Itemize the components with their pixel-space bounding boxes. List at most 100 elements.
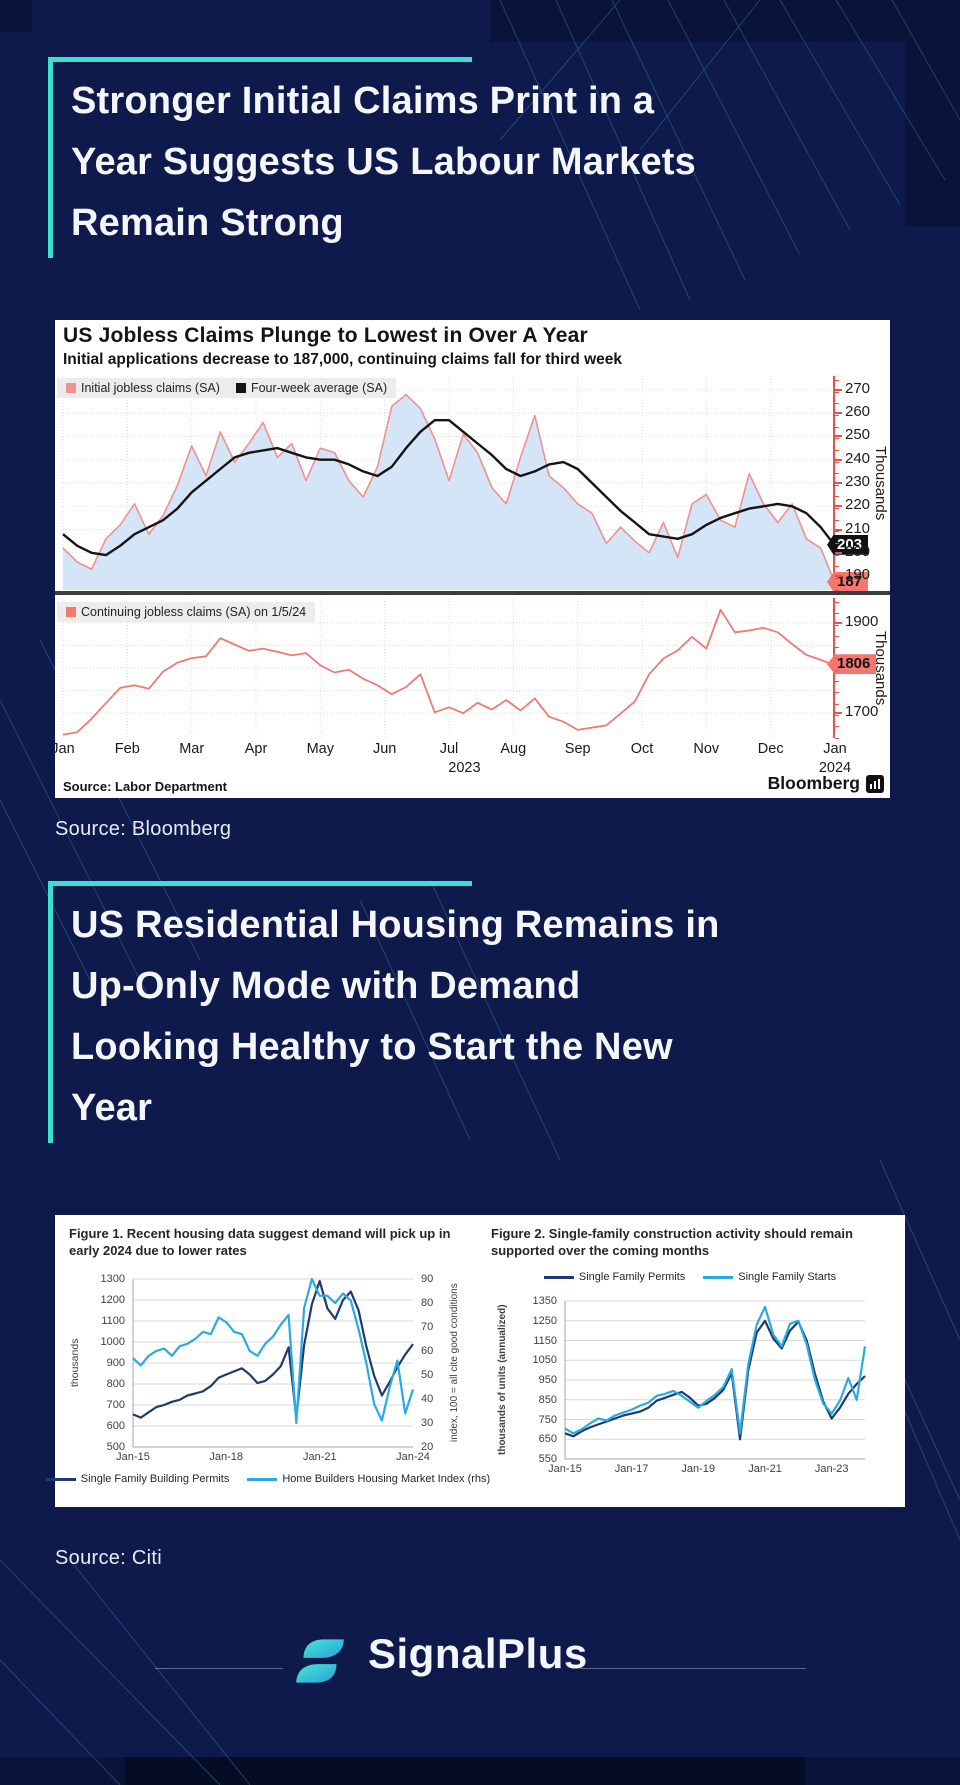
- axis-unit-label: Thousands: [872, 630, 889, 706]
- figure1-left-axis-title: thousands: [69, 1338, 81, 1388]
- axis-minor-tick: [835, 658, 839, 660]
- section2-title-line4: Year: [71, 1087, 153, 1129]
- axis-tick-label: 600: [106, 1420, 125, 1432]
- figure1-right-axis-title: index, 100 = all cite good conditions: [449, 1283, 460, 1443]
- legend-label: Single Family Permits: [578, 1271, 686, 1283]
- chart-title: US Jobless Claims Plunge to Lowest in Ov…: [63, 324, 588, 347]
- axis-tick: [835, 575, 842, 578]
- legend-swatch: [235, 383, 246, 393]
- section1-title-line2: Year Suggests US Labour Markets: [71, 141, 696, 183]
- legend-swatch: [703, 1275, 734, 1279]
- axis-tick-label: 550: [538, 1453, 557, 1465]
- accent-line: [48, 881, 472, 886]
- section1-title-line3: Remain Strong: [71, 202, 344, 244]
- legend-label: Single Family Building Permits: [80, 1473, 230, 1485]
- legend-item: Initial jobless claims (SA): [66, 381, 220, 395]
- axis-tick-label: 1100: [101, 1315, 125, 1327]
- axis-tick: [835, 551, 842, 554]
- chart-subtitle: Initial applications decrease to 187,000…: [63, 351, 623, 368]
- axis-tick: [835, 388, 842, 391]
- axis-minor-tick: [835, 737, 839, 739]
- section2-title-line2: Up-Only Mode with Demand: [71, 965, 581, 1007]
- x-axis-tick-label: Jan-23: [814, 1463, 849, 1475]
- x-axis-labels: Jan Feb Mar Apr May Jun Jul Aug Sep Oct Nov Dec Jan 2…: [51, 741, 851, 781]
- legend-item: Single Family Building Permits: [45, 1473, 230, 1485]
- axis-tick-label: 850: [538, 1393, 557, 1406]
- citi-charts-panel: Figure 1. Recent housing data suggest de…: [45, 1215, 905, 1507]
- legend-label: Initial jobless claims (SA): [81, 381, 220, 395]
- axis-tick: [835, 712, 842, 715]
- axis-tick-label: 900: [106, 1357, 125, 1369]
- axis-tick-label: 20: [421, 1441, 434, 1453]
- axis-tick-label: 650: [538, 1433, 557, 1446]
- signalplus-brand-name: SignalPlus: [368, 1630, 588, 1677]
- legend-swatch: [543, 1275, 574, 1279]
- axis-tick-label: 1050: [532, 1354, 557, 1367]
- axis-minor-tick: [835, 566, 839, 568]
- source-bloomberg-caption: Source: Bloomberg: [55, 818, 232, 840]
- axis-tick-label: 220: [845, 496, 871, 514]
- axis-minor-tick: [835, 692, 839, 694]
- x-axis-year-label: 2023: [448, 760, 481, 776]
- axis-minor-tick: [835, 415, 839, 417]
- signalplus-logo-icon: [287, 1628, 353, 1699]
- axis-minor-tick: [835, 531, 839, 533]
- axis-minor-tick: [835, 613, 839, 615]
- figure1-title: Figure 1. Recent housing data suggest de…: [69, 1226, 451, 1258]
- axis-tick: [835, 458, 842, 461]
- x-axis-tick-label: Jan-21: [302, 1451, 337, 1463]
- initial-claims-plot: [62, 376, 836, 590]
- axis-minor-tick: [835, 726, 839, 728]
- axis-tick-label: 700: [106, 1399, 125, 1411]
- continuing-claims-right-axis: 1806 1700 1900: [827, 598, 893, 739]
- bloomberg-brand: Bloomberg: [768, 773, 884, 794]
- axis-tick-label: 1150: [533, 1334, 557, 1347]
- figure2-left-axis-labels: 550 650 750 850 950 1050 1150 1250 1350: [525, 1295, 561, 1465]
- axis-tick-label: 1000: [100, 1336, 125, 1348]
- axis-minor-tick: [835, 703, 839, 705]
- figure2-title: Figure 2. Single-family construction act…: [491, 1226, 853, 1258]
- axis-tick-label: 250: [845, 426, 871, 444]
- x-axis-tick-label: Aug: [500, 741, 527, 757]
- x-axis-tick-label: Jun: [372, 741, 397, 757]
- axis-tick-label: 750: [538, 1413, 557, 1426]
- axis-minor-tick: [835, 519, 839, 521]
- chart-divider: [55, 591, 890, 595]
- figure1-right-axis-labels: 20 30 40 50 60 70 80 90: [416, 1273, 444, 1453]
- legend-swatch: [45, 1477, 76, 1481]
- x-axis-tick-label: Oct: [630, 741, 654, 757]
- x-axis-tick-label: Jan: [51, 741, 75, 757]
- axis-minor-tick: [835, 426, 839, 428]
- section1-heading: Stronger Initial Claims Print in a Year …: [48, 57, 941, 258]
- legend-item: Single Family Starts: [703, 1271, 836, 1283]
- chart-source-note: Source: Labor Department: [63, 779, 227, 794]
- axis-minor-tick: [835, 449, 839, 451]
- figure1-plot: [132, 1277, 415, 1448]
- axis-minor-tick: [835, 624, 839, 626]
- figure2-plot: [564, 1300, 867, 1460]
- continuing-claims-legend: Continuing jobless claims (SA) on 1/5/24: [57, 602, 316, 622]
- initial-claims-right-axis: 203 187 190 200 210 220 230 240 250 260 270: [827, 376, 893, 593]
- axis-minor-tick: [835, 496, 839, 498]
- footer-divider-line: [155, 1668, 283, 1669]
- section2-title-line3: Looking Healthy to Start the New: [71, 1026, 673, 1068]
- x-axis-tick-label: Jan-17: [614, 1463, 649, 1475]
- x-axis-tick-label: Jan: [823, 741, 847, 757]
- legend-item: Home Builders Housing Market Index (rhs): [247, 1473, 490, 1485]
- axis-tick-label: 500: [106, 1441, 125, 1453]
- figure2-legend: Single Family Permits Single Family Start…: [485, 1271, 895, 1283]
- axis-tick-label: 210: [845, 519, 871, 537]
- axis-tick-label: 230: [845, 473, 871, 490]
- axis-minor-tick: [835, 602, 839, 604]
- axis-minor-tick: [835, 669, 839, 671]
- figure1-left-axis-labels: 500 600 700 800 900 1000 1100 1200 1300: [93, 1273, 129, 1453]
- axis-tick-label: 50: [421, 1369, 434, 1381]
- axis-minor-tick: [835, 484, 839, 486]
- figure2-x-axis-labels: Jan-15 Jan-17 Jan-19 Jan-21 Jan-23: [548, 1463, 865, 1477]
- legend-label: Continuing jobless claims (SA) on 1/5/24: [81, 605, 307, 619]
- x-axis-tick-label: Feb: [114, 741, 140, 757]
- legend-label: Four-week average (SA): [250, 381, 388, 395]
- axis-minor-tick: [835, 380, 839, 382]
- legend-swatch: [66, 607, 76, 617]
